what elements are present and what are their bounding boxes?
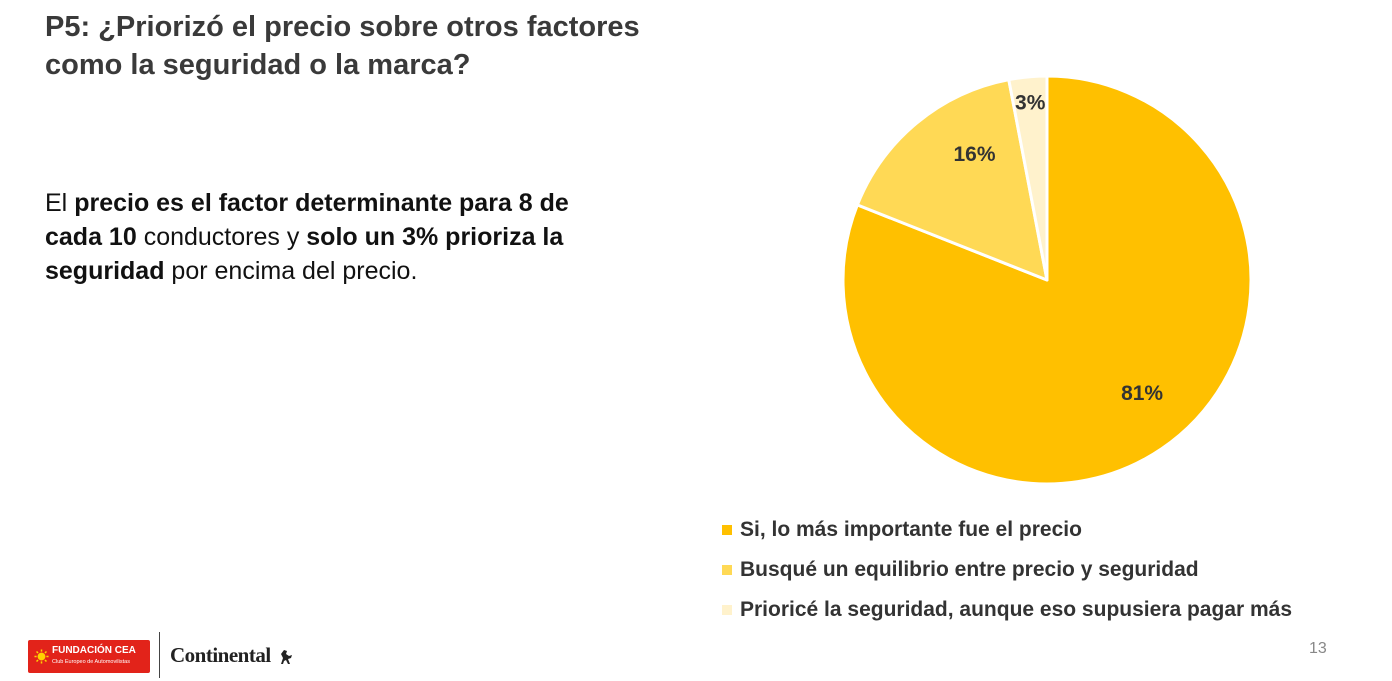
summary-run: por encima del precio. [164, 257, 418, 285]
summary-highlight: precio es el factor determinante para 8 … [45, 189, 569, 251]
legend-label: Busqué un equilibrio entre precio y segu… [740, 558, 1199, 581]
cea-logo-subtitle: Club Europeo de Automovilistas [52, 659, 130, 665]
legend-label: Prioricé la seguridad, aunque eso supusi… [740, 598, 1293, 621]
legend-item-2: Busqué un equilibrio entre precio y segu… [722, 550, 1292, 590]
pie-data-label-3: 3% [1015, 91, 1046, 114]
legend-swatch [722, 525, 732, 535]
cea-logo-title: FUNDACIÓN CEA [52, 645, 136, 656]
legend-item-3: Prioricé la seguridad, aunque eso supusi… [722, 590, 1292, 630]
rearing-horse-icon [281, 650, 293, 665]
legend-swatch [722, 605, 732, 615]
chart-legend: Si, lo más importante fue el precio Busqu… [722, 510, 1292, 630]
summary-text: El precio es el factor determinante para… [45, 186, 585, 288]
summary-run: conductores y [136, 223, 307, 251]
continental-logo-text: Continental [170, 643, 271, 667]
continental-logo: Continental [170, 643, 294, 668]
logo-divider [159, 632, 160, 678]
summary-highlight: solo un 3% prioriza la seguridad [45, 223, 564, 285]
fundacion-cea-logo: FUNDACIÓN CEA Club Europeo de Automovili… [28, 640, 150, 673]
legend-label: Si, lo más importante fue el precio [740, 518, 1082, 541]
pie-data-label-2: 16% [953, 143, 995, 166]
legend-swatch [722, 565, 732, 575]
slide-title: P5: ¿Priorizó el precio sobre otros fact… [45, 11, 640, 81]
pie-data-label-1: 81% [1121, 382, 1163, 405]
sun-icon [34, 649, 49, 664]
legend-item-1: Si, lo más importante fue el precio [722, 510, 1292, 550]
pie-slice-3 [1007, 74, 1049, 282]
pie-slice-2 [855, 78, 1049, 282]
pie-chart: 81% 16% 3% [841, 74, 1253, 486]
page-number: 13 [1309, 640, 1327, 657]
summary-run: El [45, 189, 75, 217]
